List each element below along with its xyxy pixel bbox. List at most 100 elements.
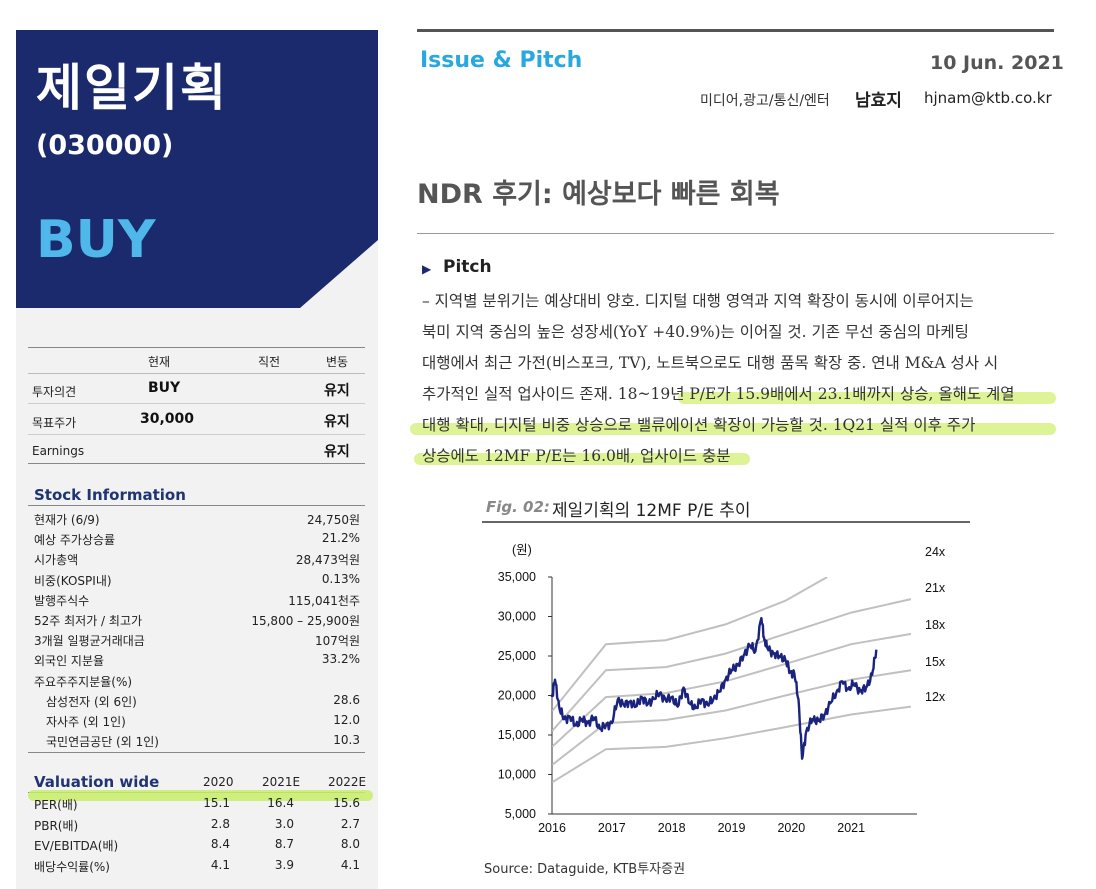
pe-band-label: 21x	[925, 581, 946, 595]
table-rule	[28, 373, 365, 374]
stock-info-value: 28.6	[333, 692, 360, 707]
stock-info-label: 자사주 (외 1인)	[46, 715, 126, 729]
pitch-line: 추가적인 실적 업사이드 존재. 18~19년 P/E가 15.9배에서 23.…	[422, 385, 1015, 403]
stock-info-label: 52주 최저가 / 최고가	[34, 614, 143, 628]
pe-band-line	[552, 577, 828, 712]
company-name: 제일기획	[36, 59, 228, 117]
val-col-2021e: 2021E	[262, 775, 301, 789]
triangle-bullet-icon: ▶	[422, 262, 432, 276]
valuation-value: 15.1	[203, 796, 230, 810]
stock-info-value: 115,041천주	[288, 593, 360, 608]
per-highlight	[28, 790, 373, 801]
stock-info-label: 시가총액	[34, 553, 79, 568]
valuation-label: 배당수익률(%)	[34, 859, 110, 874]
headline-rule	[417, 233, 1054, 234]
x-tick-label: 2019	[718, 821, 746, 835]
y-tick-label: 10,000	[498, 768, 536, 782]
valuation-value: 2.7	[340, 816, 360, 831]
valuation-value: 2.8	[210, 816, 230, 831]
text-highlight	[410, 423, 1056, 435]
rating-row-label: Earnings	[32, 444, 85, 458]
rating-row-change: 유지	[324, 414, 350, 430]
pe-band-label: 18x	[925, 618, 946, 632]
stock-info-value: 107억원	[315, 634, 360, 649]
valuation-value: 8.7	[274, 837, 294, 851]
pe-band-chart: 35,000 30,000 25,000 20,000 15,000 10,000 5,00…	[498, 543, 946, 835]
val-col-2022e: 2022E	[328, 775, 367, 789]
top-rule	[417, 29, 1054, 32]
stock-info-label: 비중(KOSPI내)	[34, 573, 112, 588]
table-rule	[28, 752, 365, 753]
valuation-title: Valuation wide	[34, 773, 160, 791]
banner-corner	[300, 240, 378, 308]
pe-band-line	[552, 598, 912, 732]
col-prev: 직전	[258, 355, 281, 369]
valuation-value: 4.1	[340, 857, 360, 872]
rating-row-label: 목표주가	[32, 416, 77, 430]
rating-row-label: 투자의견	[32, 385, 77, 399]
pe-band-label: 12x	[925, 690, 946, 704]
valuation-value: 8.4	[210, 837, 230, 851]
table-rule	[28, 434, 365, 435]
rating-row-current: BUY	[148, 380, 181, 396]
analyst-name: 남효지	[855, 91, 902, 111]
stock-info-value: 21.2%	[321, 531, 360, 546]
pitch-title: Pitch	[443, 257, 492, 277]
table-rule	[28, 505, 365, 506]
figure-rule	[482, 521, 970, 523]
figure-title: 제일기획의 12MF P/E 추이	[552, 501, 751, 521]
x-tick-label: 2020	[777, 821, 805, 835]
company-code: (030000)	[36, 130, 174, 161]
valuation-value: 16.4	[267, 796, 294, 810]
valuation-value: 15.6	[333, 796, 360, 810]
stock-info-label: 발행주식수	[34, 593, 90, 608]
valuation-label: EV/EBITDA(배)	[34, 839, 119, 853]
pitch-line: 북미 지역 중심의 높은 성장세(YoY +40.9%)는 이어질 것. 기존 …	[422, 323, 969, 341]
headline: NDR 후기: 예상보다 빠른 회복	[417, 179, 780, 210]
stock-info-label: 삼성전자 (외 6인)	[46, 694, 137, 709]
stock-info-label: 3개월 일평균거래대금	[34, 634, 145, 649]
rating-row-change: 유지	[324, 444, 350, 460]
stock-info-value: 0.13%	[321, 571, 360, 586]
stock-info-title: Stock Information	[34, 486, 186, 504]
y-tick-label: 15,000	[498, 728, 536, 742]
y-tick-label: 25,000	[498, 649, 536, 663]
stock-info-label: 주요주주지분율(%)	[34, 674, 133, 689]
pe-band-label: 15x	[925, 655, 946, 669]
stock-info-value: 24,750원	[306, 513, 360, 527]
pitch-line: – 지역별 분위기는 예상대비 양호. 디지털 대행 영역과 지역 확장이 동시…	[422, 292, 974, 310]
stock-info-value: 28,473억원	[295, 553, 360, 568]
stock-info-value: 15,800 – 25,900원	[251, 614, 360, 628]
pe-band-label: 24x	[925, 545, 946, 559]
stock-info-value: 12.0	[333, 713, 360, 727]
table-rule	[28, 463, 365, 464]
analyst-email: hjnam@ktb.co.kr	[924, 89, 1052, 107]
valuation-label: PER(배)	[34, 798, 78, 812]
col-change: 변동	[326, 355, 349, 369]
figure-source: Source: Dataguide, KTB투자증권	[484, 862, 686, 877]
figure-label: Fig. 02:	[486, 498, 550, 516]
sector-label: 미디어,광고/통신/엔터	[700, 93, 830, 109]
x-tick-label: 2021	[837, 821, 865, 835]
valuation-label: PBR(배)	[34, 818, 79, 833]
stock-info-value: 10.3	[333, 733, 360, 748]
text-highlight	[678, 392, 1056, 404]
x-tick-label: 2017	[598, 821, 626, 835]
table-rule	[28, 403, 365, 404]
pe-band-line	[552, 705, 912, 784]
valuation-value: 4.1	[210, 857, 230, 872]
pitch-line: 대행에서 최근 가전(비스포크, TV), 노트북으로도 대행 품목 확장 중.…	[422, 354, 999, 372]
section-title: Issue & Pitch	[420, 48, 583, 73]
col-current: 현재	[148, 355, 171, 369]
pitch-line: 상승에도 12MF P/E는 16.0배, 업사이드 충분	[422, 447, 731, 465]
y-axis-label: (원)	[512, 543, 532, 557]
report-date: 10 Jun. 2021	[930, 52, 1064, 74]
price-line	[550, 616, 878, 760]
text-highlight	[414, 453, 750, 465]
rating-row-current: 30,000	[140, 411, 195, 427]
stock-info-label: 외국인 지분율	[34, 654, 105, 669]
x-tick-label: 2018	[658, 821, 686, 835]
y-tick-label: 30,000	[498, 610, 536, 624]
stock-info-label: 현재가 (6/9)	[34, 513, 100, 527]
valuation-value: 3.0	[274, 816, 294, 831]
